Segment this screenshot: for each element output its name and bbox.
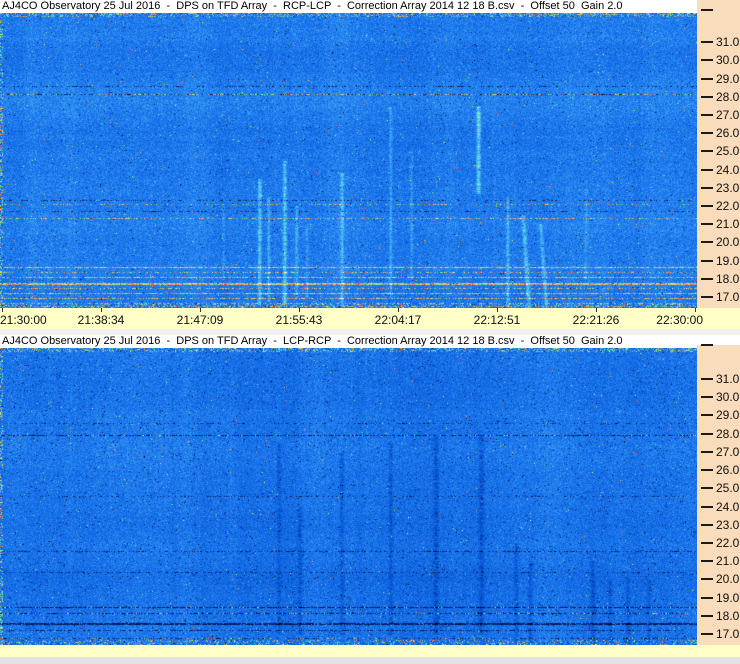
freq-label: 18.0	[716, 271, 740, 286]
freq-label: 28.0	[716, 89, 740, 104]
freq-label: 22.0	[716, 535, 740, 550]
freq-label: 21.0	[716, 217, 740, 232]
freq-label: 29.0	[716, 71, 740, 86]
freq-label: 24.0	[716, 499, 740, 514]
freq-label: 28.0	[716, 426, 740, 441]
freq-tick	[701, 469, 713, 472]
freq-tick	[701, 77, 713, 80]
freq-tick	[701, 396, 713, 399]
freq-label: 29.0	[716, 408, 740, 423]
time-label: 21:55:43	[275, 313, 323, 327]
freq-tick	[701, 505, 713, 508]
freq-tick	[701, 277, 713, 280]
time-label: 22:30:00	[656, 313, 703, 327]
time-tick	[398, 308, 399, 312]
freq-tick	[701, 633, 713, 636]
freq-label: 31.0	[716, 371, 740, 386]
freq-tick	[701, 432, 713, 435]
time-tick	[695, 308, 696, 312]
panel2-title-bar: AJ4CO Observatory 25 Jul 2016 - DPS on T…	[0, 335, 740, 348]
time-label: 21:47:09	[176, 313, 224, 327]
freq-tick	[701, 614, 713, 617]
freq-label: 20.0	[716, 572, 740, 587]
freq-label: 20.0	[716, 235, 740, 250]
freq-label: 24.0	[716, 162, 740, 177]
freq-tick	[701, 205, 713, 208]
freq-label: 30.0	[716, 53, 740, 68]
freq-label: 26.0	[716, 463, 740, 478]
panel1-title: AJ4CO Observatory 25 Jul 2016 - DPS on T…	[2, 0, 623, 12]
freq-axis-lcp-rcp: 31.0 30.0 29.0 28.0 27.0 26.0 25.0 24.0 23.0 22.0…	[697, 344, 740, 645]
freq-label: 27.0	[716, 444, 740, 459]
time-label: 22:21:26	[572, 313, 620, 327]
freq-tick	[701, 487, 713, 490]
time-label: 21:38:34	[77, 313, 125, 327]
freq-tick	[701, 560, 713, 563]
freq-tick	[701, 132, 713, 135]
time-tick	[299, 308, 300, 312]
freq-label: 30.0	[716, 390, 740, 405]
bottom-time-strip	[0, 645, 740, 657]
freq-tick	[701, 113, 713, 116]
freq-tick	[701, 541, 713, 544]
freq-label: 25.0	[716, 144, 740, 159]
separator	[0, 329, 740, 335]
time-tick	[101, 308, 102, 312]
freq-axis-rcp-lcp: 31.0 30.0 29.0 28.0 27.0 26.0 25.0 24.0 23.0 22.0…	[697, 0, 740, 308]
freq-label: 19.0	[716, 590, 740, 605]
freq-tick	[701, 9, 713, 11]
freq-label: 31.0	[716, 35, 740, 50]
freq-tick	[701, 168, 713, 171]
freq-label: 17.0	[716, 627, 740, 642]
freq-tick	[701, 377, 713, 380]
window-bottom-strip	[0, 657, 740, 664]
freq-tick	[701, 344, 713, 346]
spectrogram-lcp-rcp	[0, 348, 697, 645]
freq-label: 17.0	[716, 290, 740, 305]
freq-label: 27.0	[716, 107, 740, 122]
freq-tick	[701, 414, 713, 417]
freq-label: 25.0	[716, 481, 740, 496]
panel2-title: AJ4CO Observatory 25 Jul 2016 - DPS on T…	[2, 335, 623, 347]
spectrogram-rcp-lcp	[0, 13, 697, 308]
time-tick	[200, 308, 201, 312]
time-label: 22:12:51	[473, 313, 521, 327]
panel1-title-bar: AJ4CO Observatory 25 Jul 2016 - DPS on T…	[0, 0, 740, 13]
freq-label: 23.0	[716, 517, 740, 532]
freq-tick	[701, 259, 713, 262]
freq-tick	[701, 59, 713, 62]
freq-label: 26.0	[716, 126, 740, 141]
freq-tick	[701, 450, 713, 453]
freq-label: 22.0	[716, 199, 740, 214]
freq-tick	[701, 596, 713, 599]
freq-tick	[701, 523, 713, 526]
freq-tick	[701, 223, 713, 226]
freq-tick	[701, 186, 713, 189]
freq-tick	[701, 95, 713, 98]
time-label: 21:30:00	[0, 313, 47, 327]
time-tick	[596, 308, 597, 312]
freq-label: 21.0	[716, 554, 740, 569]
time-tick	[497, 308, 498, 312]
time-tick	[2, 308, 3, 312]
freq-tick	[701, 296, 713, 299]
freq-label: 18.0	[716, 608, 740, 623]
freq-label: 23.0	[716, 180, 740, 195]
freq-tick	[701, 41, 713, 44]
freq-tick	[701, 241, 713, 244]
freq-tick	[701, 578, 713, 581]
freq-tick	[701, 150, 713, 153]
time-label: 22:04:17	[374, 313, 422, 327]
time-axis: 21:30:00 21:38:34 21:47:09 21:55:43 22:04:17…	[0, 308, 740, 329]
freq-label: 19.0	[716, 253, 740, 268]
